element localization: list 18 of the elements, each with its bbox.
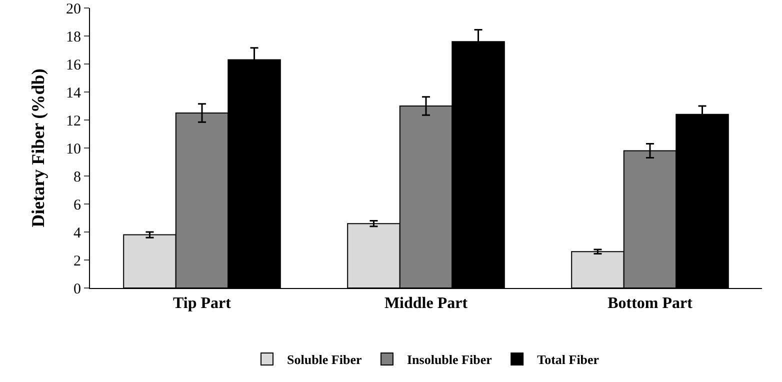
- x-tick-label: Tip Part: [173, 295, 232, 312]
- y-tick-label: 16: [66, 57, 82, 74]
- y-tick-label: 10: [66, 141, 81, 158]
- y-tick-label: 18: [66, 29, 81, 46]
- y-tick-label: 12: [66, 113, 81, 130]
- y-tick-label: 0: [74, 281, 81, 298]
- y-tick-label: 20: [66, 1, 81, 18]
- legend-label: Insoluble Fiber: [406, 352, 492, 368]
- y-tick-label: 4: [74, 225, 82, 242]
- y-tick-label: 14: [66, 85, 82, 102]
- y-tick-label: 2: [74, 253, 81, 270]
- legend-label: Total Fiber: [537, 352, 600, 368]
- legend-label: Soluble Fiber: [287, 352, 362, 368]
- y-axis-title: Dietary Fiber (%db): [28, 68, 48, 228]
- x-tick-label: Middle Part: [384, 295, 468, 312]
- y-tick-label: 6: [74, 197, 82, 214]
- x-tick-label: Bottom Part: [608, 295, 694, 312]
- y-tick-label: 8: [74, 169, 81, 186]
